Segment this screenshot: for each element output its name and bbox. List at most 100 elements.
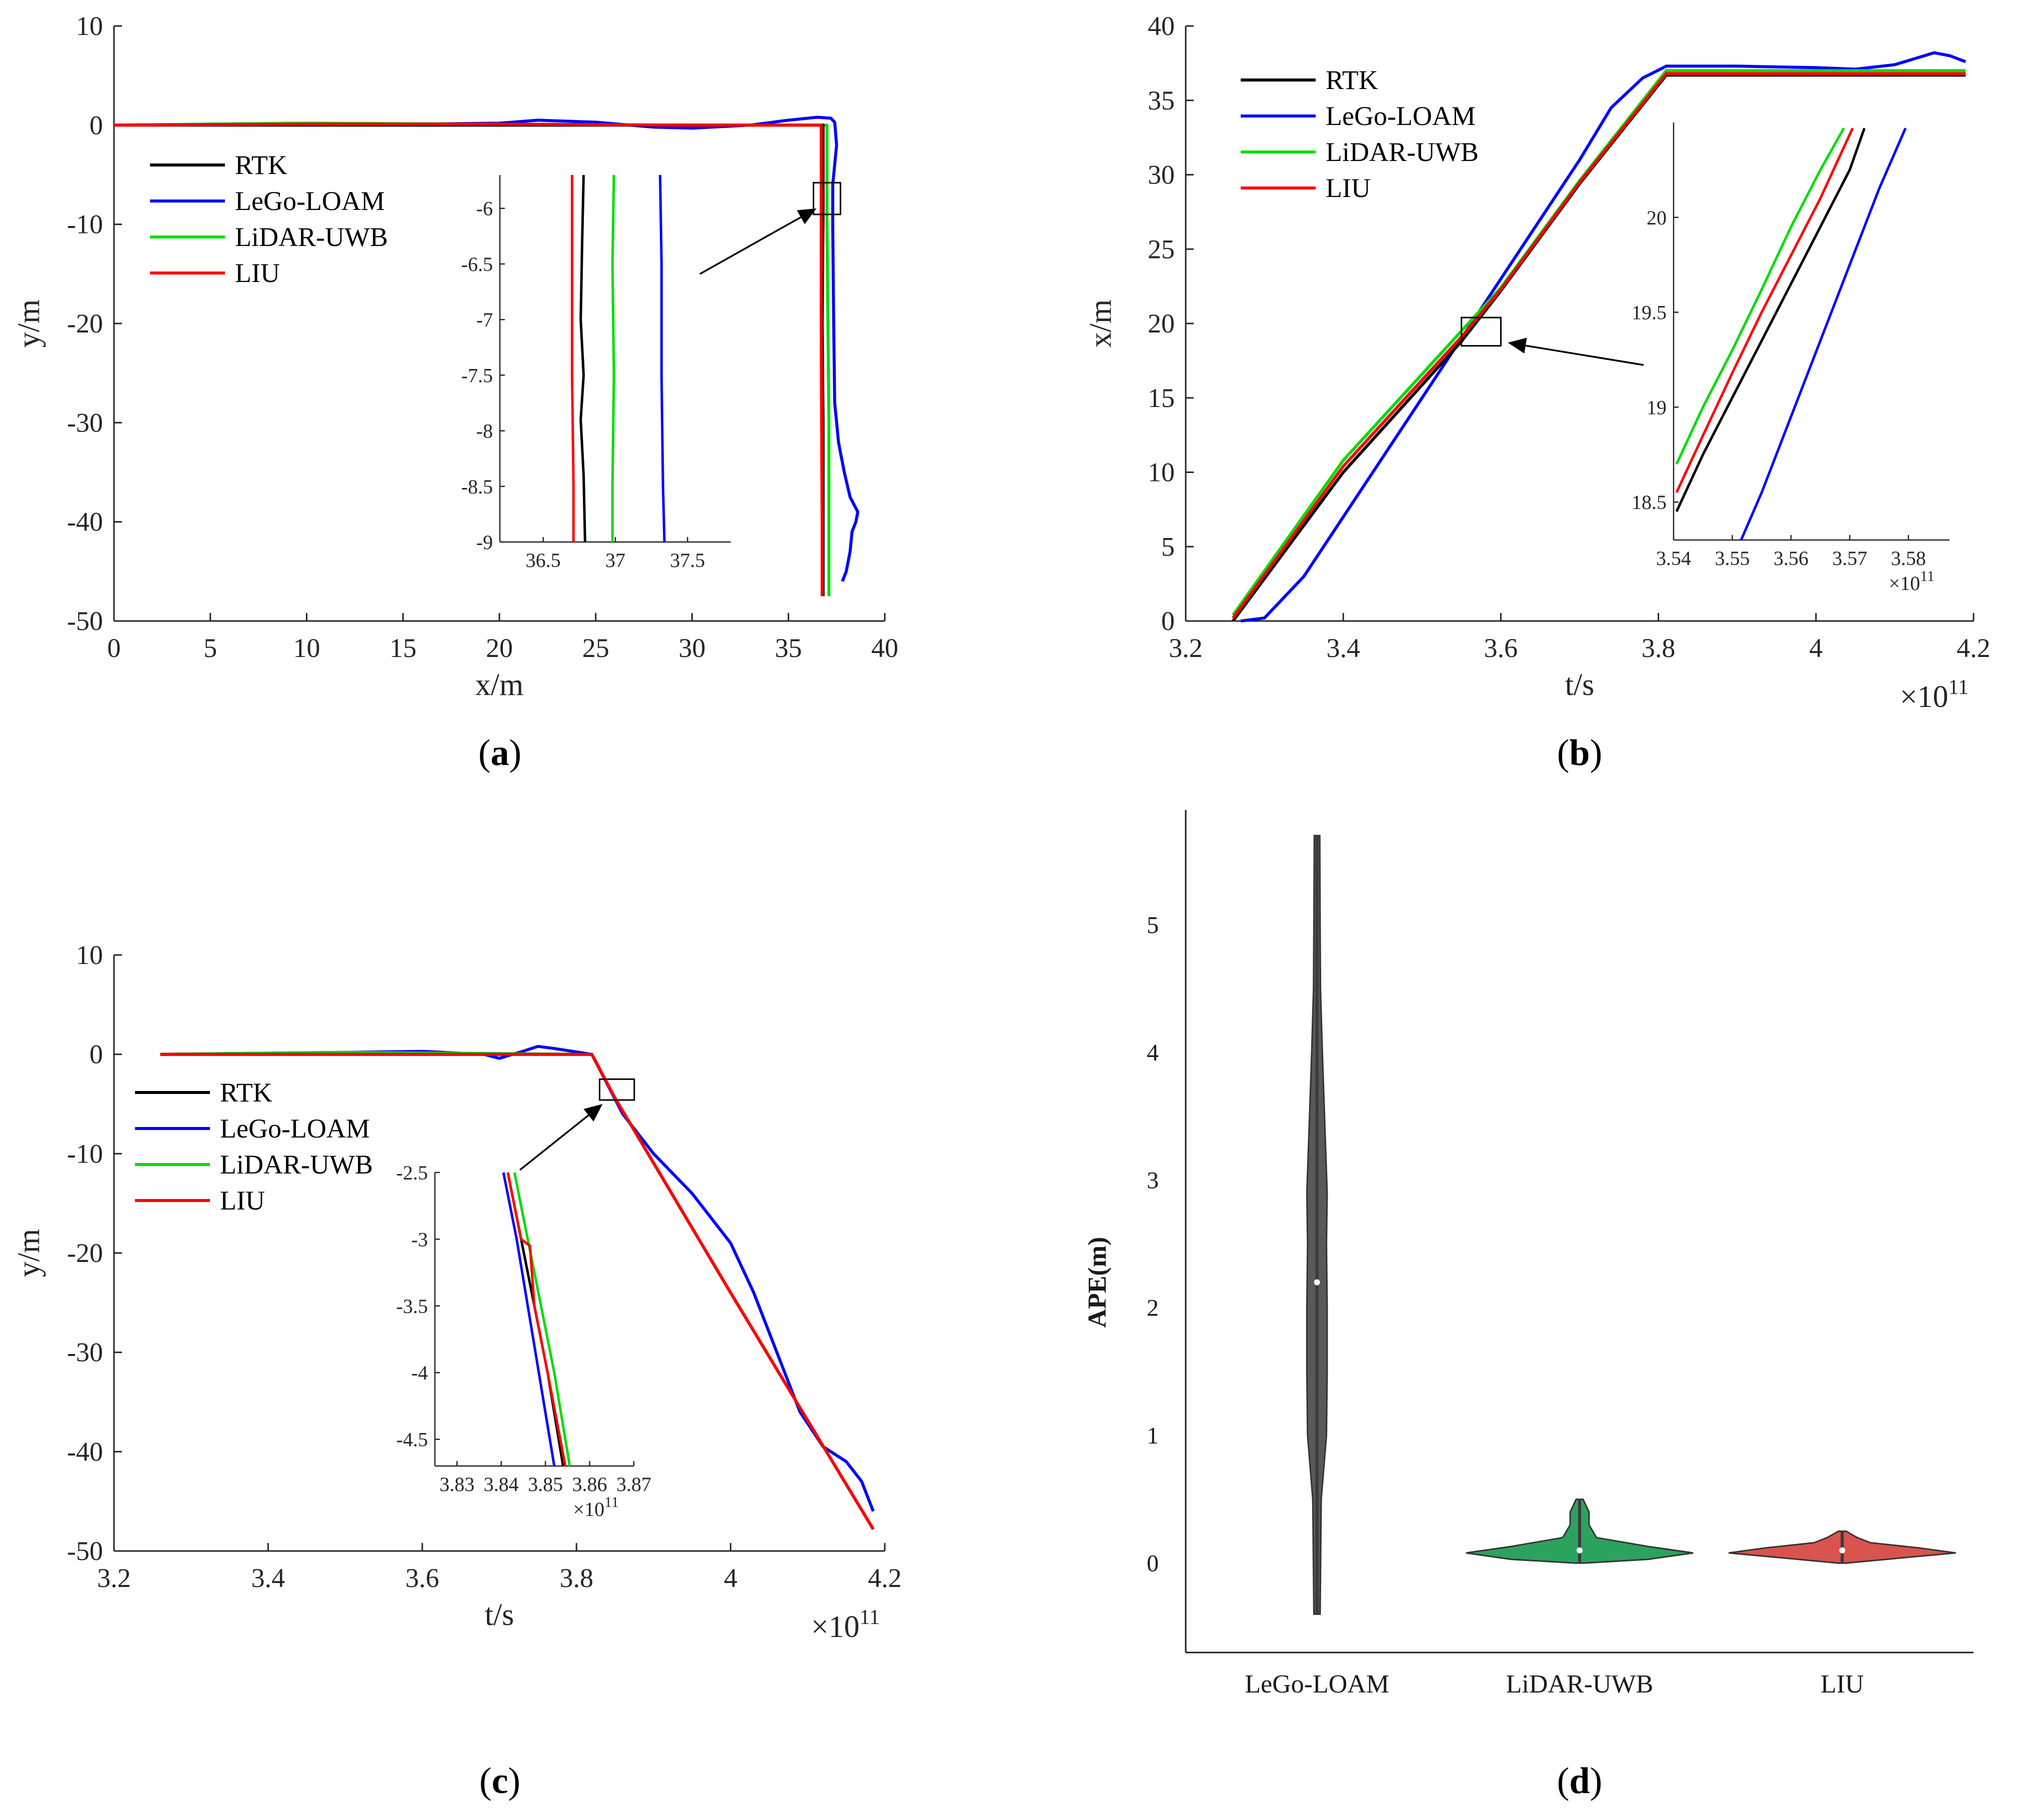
zoom-box (812, 182, 841, 216)
x-tick-label: 3.4 (251, 1563, 285, 1593)
series-LeGo-LOAM (1240, 51, 1967, 622)
inset-x-tick-label: 37 (605, 549, 625, 572)
y-tick-label: 3 (1147, 1167, 1159, 1194)
y-tick-label: 15 (1148, 383, 1175, 413)
inset-y-tick-label: 19.5 (1632, 302, 1667, 324)
caption-paren: ( (1557, 732, 1570, 774)
x-exponent-base: ×10 (811, 1610, 860, 1644)
y-tick-label: -30 (67, 408, 103, 438)
y-axis-label: x/m (1084, 300, 1118, 348)
x-tick-label: 4.2 (868, 1563, 902, 1593)
y-tick-label: -50 (67, 1536, 103, 1566)
y-tick-label: 10 (76, 940, 103, 970)
x-tick-label: 3.2 (97, 1563, 131, 1593)
inset-y-tick-label: 19 (1647, 396, 1667, 418)
x-tick-label: 3.6 (405, 1563, 439, 1593)
chart-a: 0 5 10 15 20 25 30 35 40 10 0 -10 -20 -30 -40 -50 x/m y/m… (12, 11, 898, 774)
legend-label-RTK: RTK (235, 150, 287, 180)
inset-y-tick-label: -6.5 (461, 253, 493, 276)
y-tick-label: 20 (1148, 308, 1175, 338)
figure-caption: (c) (479, 1760, 520, 1802)
x-exponent-label: ×1011 (811, 1606, 880, 1644)
x-tick-label: 4 (1809, 633, 1823, 663)
x-tick-label: 25 (582, 633, 609, 663)
figure-caption: (d) (1557, 1760, 1602, 1802)
inset-y-tick-label: -3 (411, 1228, 428, 1250)
inset-x-exponent-power: 11 (1920, 568, 1935, 584)
y-tick-label: 0 (89, 1040, 103, 1070)
y-tick-label: 0 (1147, 1550, 1159, 1576)
legend-label-LiDAR-UWB: LiDAR-UWB (235, 222, 388, 252)
chart-b: 3.2 3.4 3.6 3.8 4 4.2 40 35 30 25 20 15 10 5 0 t/s x/m ×1… (1084, 11, 1991, 774)
x-tick-label: 0 (107, 633, 121, 663)
caption-letter: c (492, 1760, 508, 1802)
x-exponent-base: ×10 (1900, 680, 1949, 714)
inset-x-tick-label: 3.87 (616, 1473, 651, 1496)
inset-a: 36.5 37 37.5 -6 -6.5 -7 -7.5 -8 -8.5 -9 (461, 174, 731, 572)
figure-caption: (a) (478, 732, 521, 774)
caption-paren: ) (508, 1760, 520, 1802)
y-tick-label: 1 (1147, 1422, 1159, 1449)
y-tick-label: -10 (67, 1138, 103, 1168)
x-exponent-power: 11 (1949, 676, 1969, 699)
y-axis-label: APE(m) (1083, 1237, 1112, 1328)
inset-y-tick-label: -8.5 (461, 476, 493, 498)
inset-x-tick-label: 3.84 (484, 1473, 519, 1496)
legend-label-LeGo-LOAM: LeGo-LOAM (220, 1114, 370, 1144)
inset-series-RTK (579, 174, 586, 542)
inset-y-tick-label: -4.5 (396, 1428, 428, 1451)
x-tick-label: 30 (679, 633, 706, 663)
caption-letter: d (1569, 1760, 1590, 1802)
x-tick-label: 3.8 (1642, 633, 1676, 663)
inset-background (435, 1172, 634, 1466)
inset-series-LeGo-LOAM (502, 1172, 556, 1466)
inset-b: 3.54 3.55 3.56 3.57 3.58 20 19.5 19 18.5 ×1011 (1632, 122, 1950, 594)
zoom-arrow-head (583, 1104, 603, 1122)
inset-series-LeGo-LOAM (659, 174, 666, 542)
inset-x-tick-label: 3.85 (528, 1473, 563, 1496)
x-tick-label: 4 (724, 1563, 737, 1593)
y-tick-label: -40 (67, 507, 103, 537)
inset-x-tick-label: 37.5 (670, 549, 705, 572)
inset-x-tick-label: 3.55 (1715, 547, 1750, 570)
x-tick-label: 3.4 (1326, 633, 1360, 663)
y-tick-label: 25 (1148, 234, 1175, 264)
inset-x-tick-label: 3.56 (1774, 547, 1809, 570)
inset-series-LiDAR-UWB (611, 174, 615, 542)
inset-x-exponent-base: ×10 (573, 1498, 605, 1520)
zoom-arrow (519, 1114, 589, 1171)
y-tick-label: -20 (67, 308, 103, 338)
caption-letter: a (491, 732, 509, 774)
legend-label-LIU: LIU (1326, 173, 1371, 203)
series-LIU (160, 1052, 875, 1530)
inset-x-exponent-label: ×1011 (1889, 568, 1935, 594)
violin-median-LiDAR-UWB (1577, 1547, 1583, 1554)
y-tick-label: 4 (1147, 1040, 1159, 1066)
zoom-arrow-head (1508, 338, 1527, 354)
y-tick-label: 10 (76, 11, 103, 41)
y-tick-label: -40 (67, 1436, 103, 1466)
inset-y-tick-label: -7.5 (461, 364, 493, 386)
inset-y-tick-label: -8 (476, 420, 493, 442)
x-tick-label: 10 (293, 633, 320, 663)
zoom-box (1461, 316, 1502, 347)
y-tick-label: 0 (1161, 606, 1175, 636)
x-tick-label: 3.6 (1484, 633, 1518, 663)
inset-series-LIU (1675, 128, 1854, 494)
y-tick-label: 5 (1147, 912, 1159, 938)
y-tick-label: 0 (89, 110, 103, 140)
y-axis-label: y/m (12, 300, 46, 348)
y-tick-label: 35 (1148, 86, 1175, 116)
legend-label-RTK: RTK (1326, 65, 1378, 95)
zoom-arrow (699, 216, 801, 275)
x-tick-label: 3.8 (559, 1563, 593, 1593)
y-tick-label: 10 (1148, 458, 1175, 488)
inset-x-exponent-power: 11 (604, 1494, 619, 1510)
y-tick-label: -30 (67, 1338, 103, 1368)
zoom-arrow (1525, 344, 1644, 366)
x-tick-label: 35 (775, 633, 802, 663)
zoom-box (598, 1078, 635, 1101)
x-exponent-label: ×1011 (1900, 676, 1969, 714)
violin-median-LIU (1839, 1547, 1846, 1554)
